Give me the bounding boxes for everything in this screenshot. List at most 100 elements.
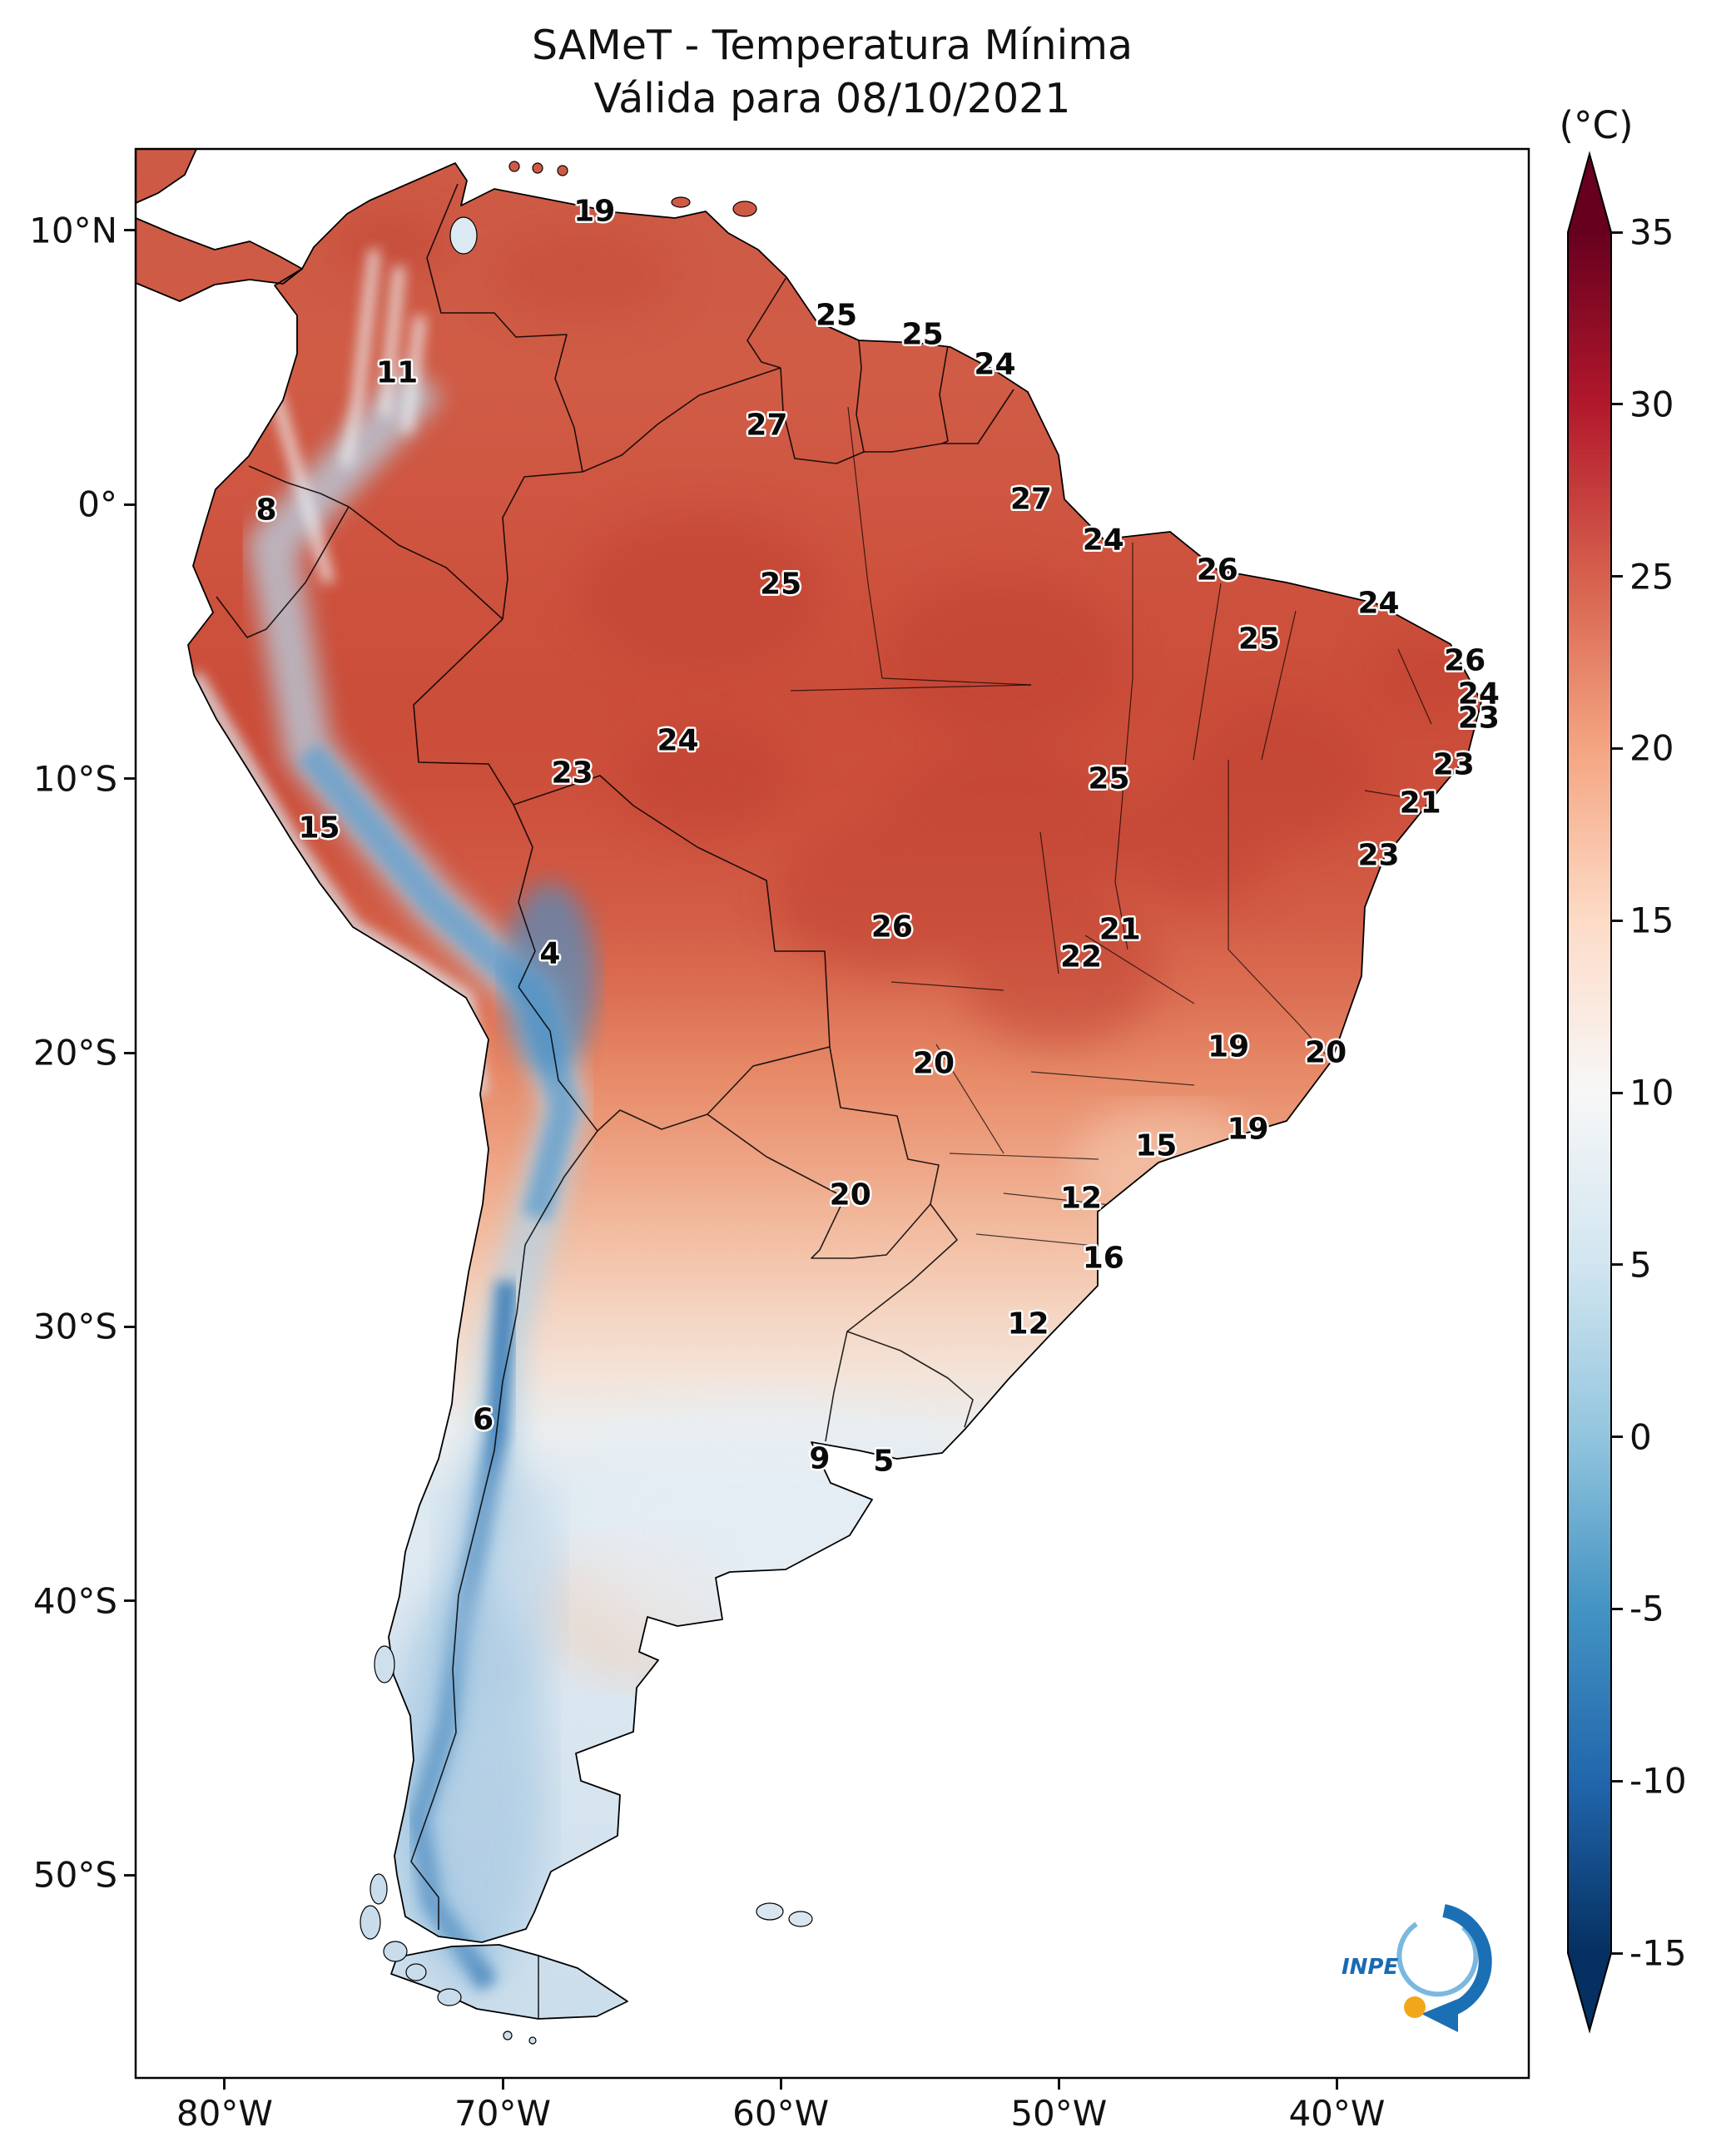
colorbar-tick-mark xyxy=(1611,1779,1623,1783)
lake-maracaibo xyxy=(449,216,478,255)
colorbar xyxy=(1567,151,1612,2034)
y-axis-tick-label: 50°S xyxy=(32,1854,117,1896)
temperature-label: 21 xyxy=(1099,912,1141,947)
x-axis-tick-mark xyxy=(501,2078,504,2090)
temperature-label: 23 xyxy=(1357,838,1400,873)
colorbar-tick-label: 15 xyxy=(1629,900,1674,941)
temperature-label: 8 xyxy=(255,493,277,528)
y-axis-tick-label: 40°S xyxy=(32,1580,117,1622)
colorbar-tick-label: -10 xyxy=(1629,1760,1687,1802)
chart-subtitle: Válida para 08/10/2021 xyxy=(593,75,1071,122)
temperature-label: 23 xyxy=(1432,747,1475,782)
temperature-label: 22 xyxy=(1059,940,1103,974)
x-axis-tick-label: 70°W xyxy=(454,2093,552,2134)
x-axis-tick-mark xyxy=(1335,2078,1338,2090)
temperature-label: 20 xyxy=(829,1178,871,1212)
colorbar-tick-label: 25 xyxy=(1629,556,1674,598)
colorbar-tick-label: 10 xyxy=(1629,1072,1674,1113)
temperature-label: 24 xyxy=(1457,677,1500,712)
y-axis-tick-label: 0° xyxy=(77,483,117,525)
colorbar-tick-mark xyxy=(1611,1607,1623,1610)
colorbar-tick-label: 0 xyxy=(1629,1416,1652,1458)
x-axis-tick-label: 40°W xyxy=(1288,2093,1386,2134)
y-axis-tick-mark xyxy=(124,1325,136,1328)
temperature-label: 20 xyxy=(1305,1035,1347,1070)
y-axis-tick-label: 10°N xyxy=(29,210,117,251)
temperature-label: 23 xyxy=(1457,701,1500,736)
temperature-label: 26 xyxy=(1444,643,1486,678)
colorbar-tick-label: 20 xyxy=(1629,727,1674,769)
y-axis-tick-mark xyxy=(124,1599,136,1603)
colorbar-tick-mark xyxy=(1611,575,1623,578)
temperature-label: 12 xyxy=(1007,1307,1049,1341)
y-axis-tick-label: 10°S xyxy=(32,758,117,800)
temperature-label: 25 xyxy=(901,317,944,352)
temperature-label: 26 xyxy=(870,910,913,944)
temperature-label: 25 xyxy=(1238,622,1280,657)
temperature-label: 26 xyxy=(1196,553,1238,588)
y-axis-tick-mark xyxy=(124,777,136,781)
landmass-fills xyxy=(136,149,1481,2019)
temperature-label: 23 xyxy=(551,756,593,791)
temperature-label: 9 xyxy=(809,1441,831,1476)
x-axis-tick-label: 60°W xyxy=(732,2093,830,2134)
colorbar-tick-label: 5 xyxy=(1629,1244,1652,1286)
y-axis-tick-label: 30°S xyxy=(32,1306,117,1347)
y-axis-tick-mark xyxy=(124,1051,136,1054)
colorbar-tick-label: 35 xyxy=(1629,211,1674,253)
x-axis-tick-mark xyxy=(1057,2078,1060,2090)
chart-title: SAMeT - Temperatura Mínima xyxy=(532,22,1133,69)
plot-frame xyxy=(134,147,1530,2080)
colorbar-tick-label: 30 xyxy=(1629,384,1674,425)
country-borders xyxy=(216,183,1014,2019)
temperature-label: 24 xyxy=(1082,523,1124,558)
x-axis-tick-label: 80°W xyxy=(176,2093,273,2134)
y-axis-tick-label: 20°S xyxy=(32,1032,117,1074)
colorbar-tick-mark xyxy=(1611,1091,1623,1094)
colorbar-tick-mark xyxy=(1611,1263,1623,1267)
inpe-logo: INPE xyxy=(1342,1904,1492,2032)
temperature-label: 15 xyxy=(298,811,340,845)
colorbar-tick-label: -15 xyxy=(1629,1932,1687,1974)
temperature-label: 25 xyxy=(815,298,858,333)
temperature-shading xyxy=(188,215,1481,1999)
colorbar-tick-mark xyxy=(1611,1435,1623,1439)
colorbar-tick-mark xyxy=(1611,919,1623,922)
temperature-label: 19 xyxy=(1227,1112,1269,1147)
temperature-label: 27 xyxy=(746,408,788,443)
islands xyxy=(360,161,813,2045)
temperature-label: 11 xyxy=(376,355,419,390)
temperature-label: 21 xyxy=(1399,786,1441,821)
temperature-label: 24 xyxy=(1357,586,1400,621)
colorbar-tick-label: -5 xyxy=(1629,1588,1664,1629)
colorbar-tick-mark xyxy=(1611,1951,1623,1955)
temperature-label: 20 xyxy=(912,1046,955,1081)
state-borders xyxy=(790,406,1432,1248)
temperature-label: 25 xyxy=(760,567,802,602)
temperature-label: 24 xyxy=(974,347,1016,382)
y-axis-tick-mark xyxy=(124,503,136,506)
temperature-label: 4 xyxy=(539,936,561,971)
temperature-label: 25 xyxy=(1088,761,1130,796)
temperature-label: 16 xyxy=(1082,1241,1124,1276)
x-axis-tick-mark xyxy=(223,2078,226,2090)
y-axis-tick-mark xyxy=(124,1873,136,1877)
temperature-label: 19 xyxy=(1208,1029,1250,1064)
central-america-corner xyxy=(136,149,196,203)
temperature-label: 24 xyxy=(657,723,699,758)
temperature-label: 19 xyxy=(573,194,616,229)
y-axis-tick-mark xyxy=(124,229,136,232)
temperature-label: 27 xyxy=(1009,482,1052,517)
x-axis-tick-mark xyxy=(779,2078,782,2090)
temperature-label: 15 xyxy=(1135,1128,1178,1163)
temperature-label: 12 xyxy=(1059,1181,1103,1216)
colorbar-tick-mark xyxy=(1611,231,1623,234)
x-axis-tick-label: 50°W xyxy=(1010,2093,1108,2134)
temperature-label: 6 xyxy=(473,1402,494,1437)
colorbar-unit-label: (°C) xyxy=(1559,103,1634,147)
colorbar-tick-mark xyxy=(1611,403,1623,406)
tierra-del-fuego xyxy=(391,1945,627,2019)
temperature-label: 5 xyxy=(873,1444,895,1479)
